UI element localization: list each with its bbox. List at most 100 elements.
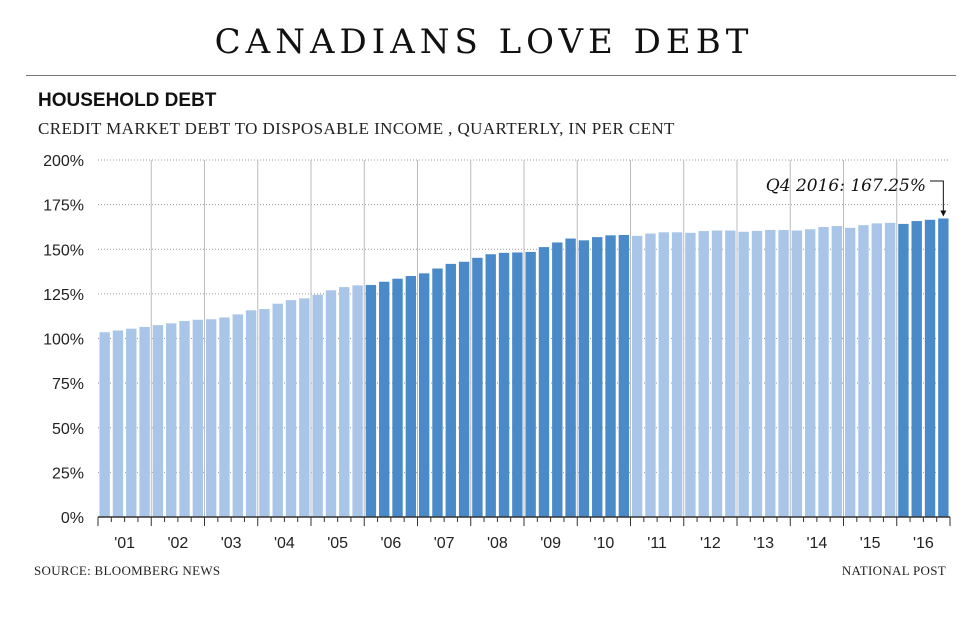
x-tick-label: '16: [913, 535, 934, 552]
bar: [379, 281, 390, 517]
bar: [538, 247, 550, 517]
source-note: SOURCE: BLOOMBERG NEWS: [34, 563, 221, 578]
bar: [432, 268, 443, 517]
x-tick-label: '07: [434, 535, 455, 552]
x-tick-label: '14: [806, 535, 827, 552]
x-tick-label: '08: [487, 535, 508, 552]
x-tick-label: '01: [114, 535, 135, 552]
x-tick-label: '13: [753, 535, 774, 552]
bar: [365, 284, 377, 517]
bar: [618, 234, 630, 517]
bar: [352, 285, 363, 517]
bar: [858, 225, 869, 517]
bar: [259, 309, 270, 517]
bar: [738, 231, 749, 517]
x-tick-label: '10: [593, 535, 614, 552]
bar: [578, 240, 590, 517]
x-tick-label: '02: [167, 535, 188, 552]
bar-layer: [99, 218, 949, 518]
section-heading: HOUSEHOLD DEBT: [38, 90, 217, 111]
bar: [392, 278, 403, 517]
x-tick-label: '06: [380, 535, 401, 552]
publisher-credit: NATIONAL POST: [841, 563, 946, 578]
axis-layer: [97, 516, 951, 526]
bar: [645, 233, 656, 518]
bar: [232, 314, 243, 517]
bar: [658, 232, 669, 518]
y-tick-label: 100%: [43, 332, 84, 349]
bar: [418, 273, 430, 517]
bar: [685, 232, 696, 517]
bar: [192, 319, 204, 517]
bar: [605, 235, 616, 517]
bar: [245, 310, 257, 517]
bar: [871, 223, 882, 517]
bar: [405, 276, 417, 517]
y-tick-label: 175%: [43, 198, 84, 215]
x-tick-label: '03: [221, 535, 242, 552]
bar: [924, 219, 936, 518]
bar: [765, 229, 776, 518]
bar: [126, 328, 137, 517]
bar: [485, 254, 496, 518]
bar: [631, 235, 643, 518]
bar: [512, 252, 523, 517]
bar: [565, 238, 576, 518]
bar: [472, 257, 483, 517]
bar: [552, 242, 563, 518]
title-divider: [26, 75, 956, 76]
y-tick-label: 75%: [52, 376, 84, 393]
x-tick-label: '12: [700, 535, 721, 552]
bar: [205, 319, 217, 517]
y-tick-label: 0%: [61, 510, 84, 527]
bar: [592, 237, 603, 517]
x-tick-label: '11: [647, 535, 667, 552]
bar: [458, 261, 470, 517]
bar: [671, 232, 683, 518]
x-tick-label: '15: [860, 535, 881, 552]
bar: [99, 332, 110, 517]
page-title: CANADIANS LOVE DEBT: [214, 22, 754, 62]
annotation-leader: [930, 180, 944, 215]
bar: [818, 226, 829, 517]
bar: [219, 317, 230, 517]
bar: [698, 231, 709, 517]
x-tick-label: '05: [327, 535, 348, 552]
bar: [725, 230, 736, 517]
x-tick-label: '09: [540, 535, 561, 552]
bar: [112, 330, 124, 517]
x-tick-label: '04: [274, 535, 295, 552]
bar: [751, 230, 763, 517]
y-tick-label: 25%: [52, 465, 84, 482]
label-layer: 0% 25% 50% 75% 100% 125% 150% 175% 200% '01 '02 '03…: [43, 153, 947, 552]
grid-layer: [98, 159, 950, 517]
bar: [299, 298, 310, 517]
bar: [778, 229, 789, 518]
bar: [898, 223, 909, 517]
y-tick-label: 50%: [52, 421, 84, 438]
bar: [152, 325, 164, 517]
bar: [911, 221, 922, 517]
value-annotation: Q4 2016: 167.25%: [766, 176, 926, 196]
bar: [272, 303, 283, 517]
bar: [831, 226, 843, 518]
y-tick-label: 200%: [43, 153, 84, 170]
bar: [711, 230, 723, 517]
bar: [805, 229, 816, 517]
bar: [339, 287, 350, 517]
y-tick-label: 150%: [43, 242, 84, 259]
bar: [285, 300, 297, 517]
bar: [166, 323, 177, 517]
annotation-arrowhead: [940, 210, 947, 217]
bar: [844, 227, 856, 517]
bar: [884, 222, 896, 517]
bar: [325, 290, 337, 517]
y-tick-label: 125%: [43, 287, 84, 304]
bar: [179, 321, 190, 517]
bar: [525, 251, 536, 518]
bar: [312, 294, 323, 517]
chart-subtitle: CREDIT MARKET DEBT TO DISPOSABLE INCOME …: [38, 119, 675, 138]
bar: [791, 230, 803, 517]
bar: [938, 218, 949, 518]
